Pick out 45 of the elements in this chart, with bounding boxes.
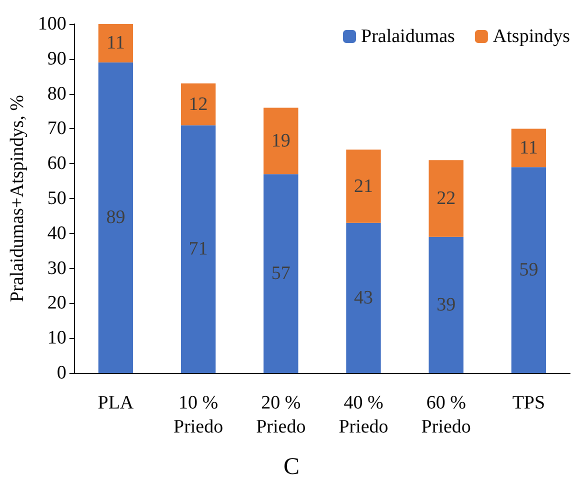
y-tick-label: 30 xyxy=(47,258,66,279)
y-tick-label: 80 xyxy=(47,83,66,104)
data-label: 43 xyxy=(354,287,373,308)
x-tick-label: 20 % Priedo xyxy=(256,392,306,438)
data-label: 89 xyxy=(106,207,126,228)
bar xyxy=(180,83,216,126)
bar xyxy=(180,125,216,373)
data-label: 57 xyxy=(271,263,290,284)
data-label: 12 xyxy=(188,94,208,115)
bar xyxy=(98,24,134,62)
y-tick-label: 50 xyxy=(47,188,66,209)
bar xyxy=(346,222,381,373)
y-tick-label: 40 xyxy=(47,222,66,244)
x-tick-label: 60 % Priedo xyxy=(421,392,471,438)
data-label: 11 xyxy=(520,137,538,158)
y-tick-label: 70 xyxy=(47,118,66,140)
bar xyxy=(511,128,546,168)
bar xyxy=(511,167,546,373)
bar xyxy=(98,62,134,373)
data-label: 71 xyxy=(188,238,208,260)
legend-label: Pralaidumas xyxy=(361,26,455,47)
y-axis-title: Pralaidumas+Atspindys, % xyxy=(7,94,28,302)
y-tick-label: 100 xyxy=(38,14,66,34)
y-tick-label: 20 xyxy=(47,292,66,314)
x-tick-label: 40 % Priedo xyxy=(338,392,388,438)
y-tick-label: 90 xyxy=(47,48,66,70)
legend-label: Atspindys xyxy=(492,26,570,47)
y-tick-label: 0 xyxy=(56,362,66,384)
data-label: 22 xyxy=(436,188,456,209)
bar xyxy=(346,150,381,223)
x-tick-label: TPS xyxy=(512,392,546,414)
bar xyxy=(264,174,298,373)
text: C xyxy=(283,454,300,480)
bar xyxy=(264,108,298,174)
bar xyxy=(428,160,464,237)
y-tick-label: 60 xyxy=(47,153,66,174)
x-tick-label: PLA xyxy=(98,392,134,414)
x-tick-label: 10 % Priedo xyxy=(173,392,224,438)
data-label: 21 xyxy=(354,176,373,197)
data-label: 19 xyxy=(271,130,290,152)
data-label: 11 xyxy=(106,32,125,54)
y-tick-label: 10 xyxy=(47,328,66,349)
bar xyxy=(428,236,464,373)
data-label: 39 xyxy=(436,294,456,316)
data-label: 59 xyxy=(519,260,538,281)
